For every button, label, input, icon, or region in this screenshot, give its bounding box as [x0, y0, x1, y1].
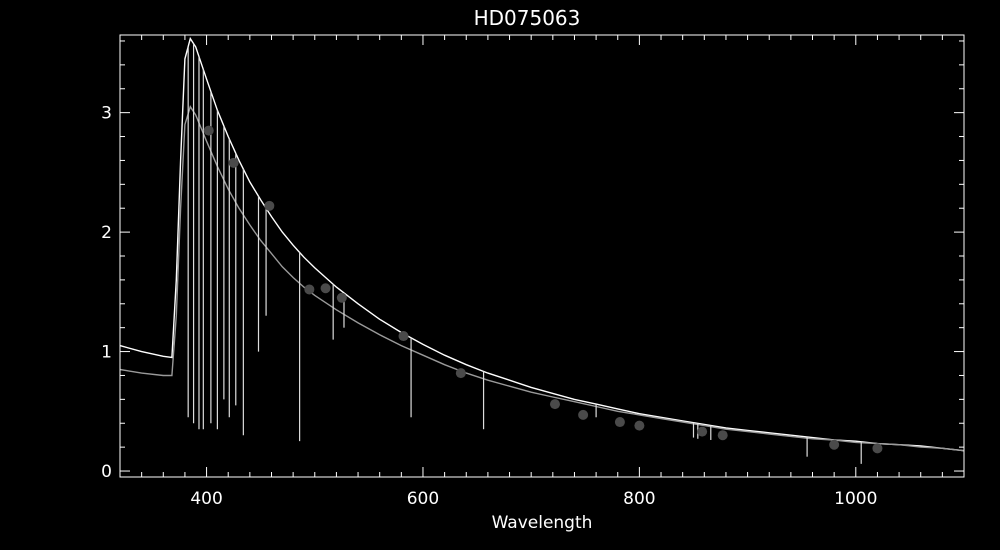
- data-point-marker: [872, 443, 883, 454]
- y-tick-label: 0: [101, 462, 112, 482]
- chart-title: HD075063: [474, 6, 581, 30]
- data-point-marker: [455, 368, 466, 379]
- upper-spectrum-line: [119, 36, 965, 452]
- data-point-marker: [304, 284, 315, 295]
- data-point-marker: [578, 409, 589, 420]
- plot-area: [119, 36, 965, 464]
- data-point-marker: [549, 399, 560, 410]
- data-point-marker: [320, 283, 331, 294]
- x-tick-label: 400: [190, 489, 222, 509]
- x-tick-label: 800: [623, 489, 655, 509]
- plot-frame: [119, 34, 965, 478]
- data-point-marker: [398, 331, 409, 342]
- data-point-marker: [203, 125, 214, 136]
- x-axis-label: Wavelength: [492, 513, 593, 533]
- data-point-marker: [614, 417, 625, 428]
- data-point-marker: [697, 426, 708, 437]
- data-point-marker: [228, 157, 239, 168]
- axes: 400 600 800 1000 0 1 2 3: [101, 34, 965, 509]
- data-point-marker: [264, 200, 275, 211]
- x-tick-label: 1000: [834, 489, 877, 509]
- data-point-marker: [829, 439, 840, 450]
- data-point-marker: [336, 292, 347, 303]
- x-tick-label: 600: [407, 489, 439, 509]
- data-point-marker: [717, 430, 728, 441]
- y-tick-label: 3: [101, 104, 112, 124]
- lower-spectrum-line: [119, 105, 965, 452]
- data-point-marker: [634, 420, 645, 431]
- y-tick-label: 2: [101, 223, 112, 243]
- y-tick-label: 1: [101, 343, 112, 363]
